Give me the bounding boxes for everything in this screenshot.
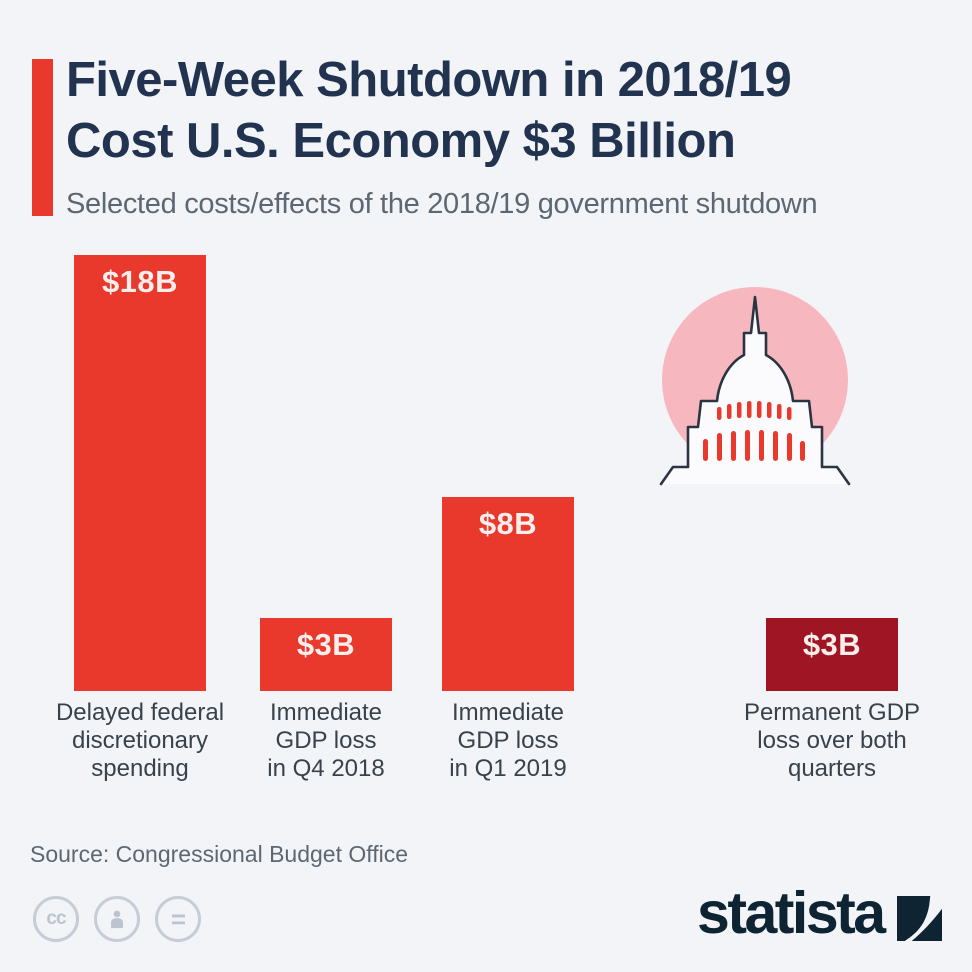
bar-value-label: $18B	[101, 264, 179, 299]
bar-value-label: $8B	[478, 506, 538, 541]
us-capitol-icon	[659, 287, 851, 486]
title-line-1: Five-Week Shutdown in 2018/19	[66, 53, 792, 107]
statista-logo[interactable]: statista	[697, 880, 942, 946]
page-subtitle: Selected costs/effects of the 2018/19 go…	[66, 188, 818, 220]
license-icons: cc =	[33, 896, 201, 942]
statista-logo-text: statista	[697, 880, 886, 946]
category-label: Immediate GDP loss in Q4 2018	[267, 699, 385, 782]
attribution-person-icon[interactable]	[94, 896, 140, 942]
title-line-2: Cost U.S. Economy $3 Billion	[66, 114, 736, 168]
bar-value-label: $3B	[802, 627, 862, 662]
no-derivatives-icon[interactable]: =	[155, 896, 201, 942]
statista-logo-mark	[896, 896, 942, 941]
bar-value-label: $3B	[296, 627, 356, 662]
capitol-windows-upper	[717, 401, 792, 420]
title-accent-bar	[32, 59, 53, 216]
bar-delayed-federal-spending: $18B	[74, 255, 206, 691]
category-label: Immediate GDP loss in Q1 2019	[449, 699, 567, 782]
page-title: Five-Week Shutdown in 2018/19 Cost U.S. …	[66, 50, 946, 172]
bar-gdp-loss-q4-2018: $3B	[260, 618, 392, 691]
cc-label: cc	[46, 908, 66, 929]
capitol-windows-lower	[703, 430, 805, 461]
creative-commons-icon[interactable]: cc	[33, 896, 79, 942]
source-text: Source: Congressional Budget Office	[30, 841, 409, 867]
bar-gdp-loss-q1-2019: $8B	[442, 497, 574, 691]
category-label: Permanent GDP loss over both quarters	[743, 699, 921, 782]
equals-label: =	[170, 903, 186, 934]
bar-permanent-gdp-loss: $3B	[766, 618, 898, 691]
category-label: Delayed federal discretionary spending	[55, 699, 225, 782]
